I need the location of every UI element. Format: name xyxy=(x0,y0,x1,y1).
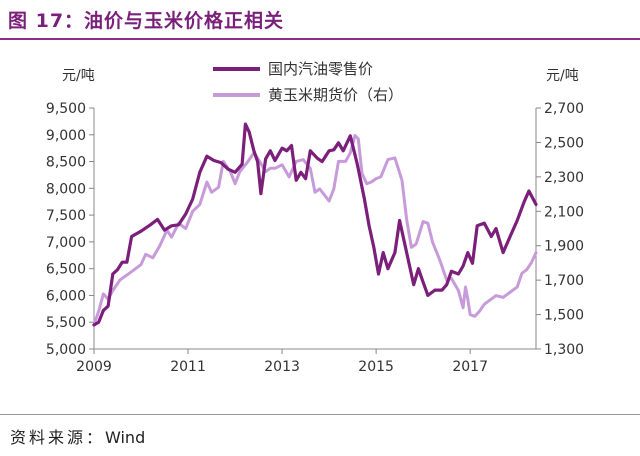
title-rule xyxy=(0,38,640,40)
series-layer xyxy=(92,122,538,327)
right-unit-label: 元/吨 xyxy=(546,68,579,84)
series-line-gasoline xyxy=(92,122,538,327)
x-tick-label: 2009 xyxy=(76,359,112,375)
left-tick-label: 9,000 xyxy=(46,128,86,144)
left-tick-label: 8,000 xyxy=(46,181,86,197)
axes: 5,000 5,500 6,000 6,500 7,000 7,500 8,000 8,500… xyxy=(46,68,584,375)
left-tick-label: 9,500 xyxy=(46,101,86,117)
left-tick-label: 6,500 xyxy=(46,262,86,278)
right-tick-label: 2,500 xyxy=(544,135,584,151)
legend-label: 国内汽油零售价 xyxy=(268,60,373,78)
left-tick-label: 8,500 xyxy=(46,155,86,171)
right-tick-label: 2,300 xyxy=(544,170,584,186)
left-tick-label: 5,000 xyxy=(46,342,86,358)
chart: 5,000 5,500 6,000 6,500 7,000 7,500 8,000 8,500… xyxy=(46,60,584,375)
right-tick-label: 1,300 xyxy=(544,342,584,358)
x-tick-label: 2015 xyxy=(358,359,394,375)
left-unit-label: 元/吨 xyxy=(62,68,95,84)
left-tick-label: 7,000 xyxy=(46,235,86,251)
series-line-corn xyxy=(92,134,538,327)
figure-title: 图 17：油价与玉米价格正相关 xyxy=(8,10,285,32)
source-label: 资料来源： xyxy=(10,428,106,447)
left-tick-label: 7,500 xyxy=(46,208,86,224)
right-tick-label: 1,500 xyxy=(544,308,584,324)
source-value: Wind xyxy=(105,428,146,447)
right-tick-label: 1,700 xyxy=(544,273,584,289)
right-tick-label: 2,100 xyxy=(544,204,584,220)
x-tick-label: 2017 xyxy=(452,359,488,375)
legend-label: 黄玉米期货价（右） xyxy=(268,86,403,104)
left-tick-label: 6,000 xyxy=(46,288,86,304)
x-tick-label: 2011 xyxy=(170,359,206,375)
x-tick-label: 2013 xyxy=(264,359,300,375)
source-rule xyxy=(0,414,640,415)
left-tick-label: 5,500 xyxy=(46,315,86,331)
source-note: 资料来源：Wind xyxy=(10,424,145,448)
right-tick-label: 1,900 xyxy=(544,239,584,255)
right-tick-label: 2,700 xyxy=(544,101,584,117)
